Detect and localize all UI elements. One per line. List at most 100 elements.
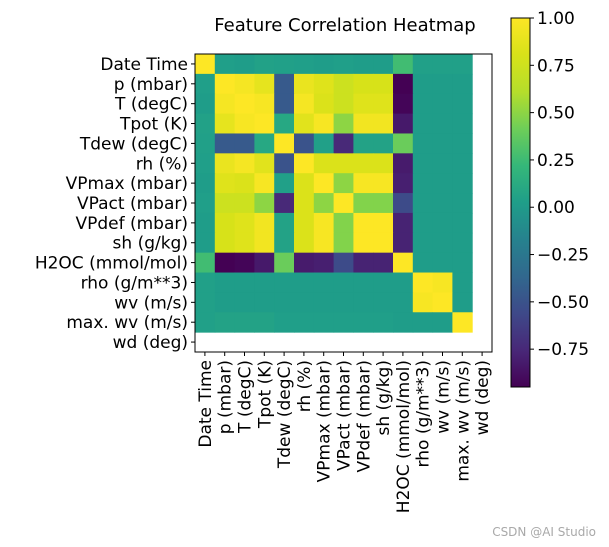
heatmap-cell (254, 153, 275, 174)
heatmap-cell (195, 252, 216, 274)
heatmap-cell (274, 113, 295, 134)
heatmap-cell (195, 153, 216, 174)
heatmap-cell (432, 173, 453, 194)
x-tick-label: H2OC (mmol/mol) (394, 360, 414, 513)
heatmap-cell (313, 153, 335, 174)
x-tick-label: wd (deg) (473, 360, 493, 435)
colorbar-tick-label: 0.00 (537, 198, 575, 218)
heatmap-cell (393, 193, 414, 214)
heatmap-cell (333, 173, 354, 194)
x-tick-label: rho (g/m**3) (414, 360, 434, 467)
y-tick-label: VPact (mbar) (77, 194, 188, 214)
heatmap-cell (412, 212, 434, 234)
heatmap-cell (432, 212, 453, 234)
heatmap-cell (274, 232, 295, 254)
heatmap-cell (333, 113, 354, 134)
y-tick-label: wd (deg) (113, 333, 188, 353)
heatmap-cell (195, 193, 216, 214)
heatmap-cell (393, 93, 414, 115)
heatmap-cell (353, 272, 374, 293)
heatmap-cell (274, 312, 295, 333)
heatmap-cell (412, 292, 434, 313)
heatmap-cell (353, 312, 374, 333)
heatmap-cell (333, 232, 354, 254)
heatmap-cell (313, 73, 335, 95)
heatmap-cell (294, 252, 315, 274)
heatmap-cell (313, 272, 335, 293)
heatmap-cell (195, 113, 216, 134)
x-tick-label: VPdef (mbar) (354, 360, 374, 473)
heatmap-cell (294, 173, 315, 194)
heatmap-cell (452, 133, 473, 154)
heatmap-cell (412, 272, 434, 293)
heatmap-cell (353, 193, 374, 214)
heatmap-cell (254, 54, 275, 75)
y-tick-label: Tpot (K) (119, 115, 188, 135)
x-tick-label: Tpot (K) (255, 360, 275, 429)
heatmap-cell (234, 113, 255, 134)
heatmap-cell (214, 153, 236, 174)
heatmap-cell (432, 193, 453, 214)
heatmap-cell (353, 54, 374, 75)
heatmap-cell (195, 133, 216, 154)
y-tick-label: rho (g/m**3) (81, 273, 188, 293)
heatmap-cell (452, 173, 473, 194)
heatmap-cell (412, 113, 434, 134)
heatmap-cell (412, 312, 434, 333)
heatmap-cell (294, 232, 315, 254)
heatmap-cell (214, 232, 236, 254)
heatmap-cell (214, 212, 236, 234)
heatmap-cell (373, 252, 394, 274)
heatmap-cell (313, 173, 335, 194)
heatmap-cell (373, 113, 394, 134)
heatmap-cell (234, 193, 255, 214)
heatmap-cell (274, 193, 295, 214)
heatmap-cell (452, 54, 473, 75)
heatmap-cell (412, 153, 434, 174)
heatmap-cell (393, 173, 414, 194)
y-tick-label: max. wv (m/s) (66, 313, 188, 333)
heatmap-cell (294, 292, 315, 313)
heatmap-cell (234, 173, 255, 194)
heatmap-cell (432, 54, 453, 75)
heatmap-cell (393, 73, 414, 95)
heatmap-cell (254, 73, 275, 95)
heatmap-cell (254, 193, 275, 214)
heatmap-cell (254, 292, 275, 313)
heatmap-cell (333, 54, 354, 75)
heatmap-cell (373, 173, 394, 194)
heatmap-cell (432, 292, 453, 313)
heatmap-cell (214, 312, 236, 333)
heatmap-cell (432, 93, 453, 115)
colorbar-tick-label: −0.25 (537, 246, 589, 266)
heatmap-cell (214, 252, 236, 274)
heatmap-cell (195, 93, 216, 115)
x-tick-label: Date Time (196, 360, 216, 448)
y-tick-label: T (degC) (114, 95, 188, 115)
heatmap-cell (274, 272, 295, 293)
heatmap-cell (294, 93, 315, 115)
heatmap-cell (333, 133, 354, 154)
heatmap-cell (432, 252, 453, 274)
heatmap-cell (274, 54, 295, 75)
heatmap-cell (393, 54, 414, 75)
heatmap-cell (333, 292, 354, 313)
heatmap-cell (373, 212, 394, 234)
y-tick-label: Tdew (degC) (79, 134, 188, 154)
heatmap-cell (432, 113, 453, 134)
heatmap-cell (313, 292, 335, 313)
heatmap-cell (234, 272, 255, 293)
heatmap-cell (313, 133, 335, 154)
heatmap-cell (294, 73, 315, 95)
heatmap-cell (373, 73, 394, 95)
y-tick-label: sh (g/kg) (113, 234, 188, 254)
heatmap-cell (393, 153, 414, 174)
heatmap-cell (353, 212, 374, 234)
heatmap-cell (195, 173, 216, 194)
x-tick-label: rh (%) (295, 360, 315, 412)
heatmap-cell (353, 173, 374, 194)
heatmap-cell (333, 73, 354, 95)
heatmap-cell (353, 292, 374, 313)
heatmap-cell (254, 113, 275, 134)
heatmap-cell (214, 73, 236, 95)
